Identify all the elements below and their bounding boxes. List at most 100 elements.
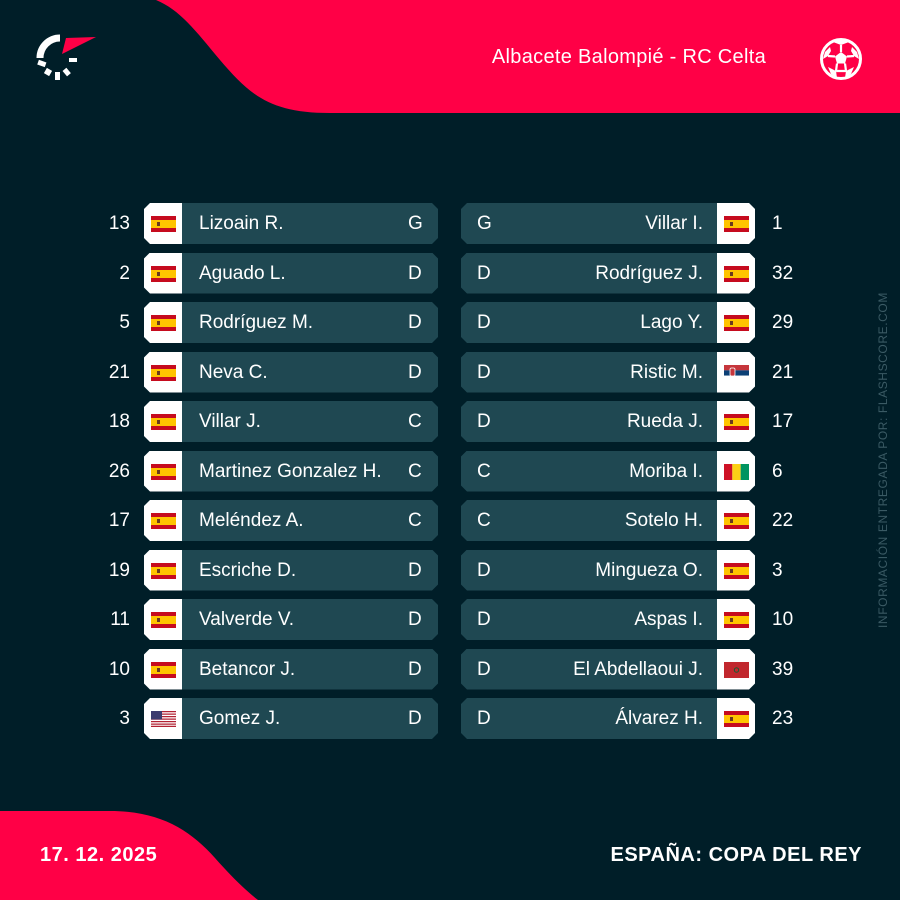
away-player-row[interactable]: D Rodríguez J. 32 xyxy=(461,253,811,294)
player-card xyxy=(461,599,755,640)
competition-name: ESPAÑA: COPA DEL REY xyxy=(610,844,862,866)
flag-box xyxy=(144,451,182,492)
spain-flag-icon xyxy=(724,563,749,579)
away-player-row[interactable]: C Moriba I. 6 xyxy=(461,451,811,492)
shirt-number: 10 xyxy=(772,609,794,630)
player-position: C xyxy=(477,510,491,531)
flag-box xyxy=(144,203,182,244)
player-card xyxy=(461,550,755,591)
away-player-row[interactable]: D Lago Y. 29 xyxy=(461,302,811,343)
player-position: D xyxy=(477,559,491,581)
morocco-flag-icon xyxy=(724,662,749,678)
away-player-row[interactable]: D Rueda J. 17 xyxy=(461,401,811,442)
home-player-row[interactable]: 13 Lizoain R. G xyxy=(90,203,440,244)
shirt-number: 17 xyxy=(108,510,130,531)
guinea-flag-icon xyxy=(724,464,749,480)
player-card xyxy=(461,649,755,690)
player-name: Lago Y. xyxy=(640,312,703,333)
player-name: Meléndez A. xyxy=(199,510,304,531)
spain-flag-icon xyxy=(724,612,749,628)
match-date: 17. 12. 2025 xyxy=(40,844,158,866)
player-position: D xyxy=(477,609,491,630)
flag-box xyxy=(717,698,755,739)
spain-flag-icon xyxy=(151,612,176,628)
spain-flag-icon xyxy=(724,315,749,331)
spain-flag-icon xyxy=(151,414,176,430)
away-player-row[interactable]: D Aspas I. 10 xyxy=(461,599,811,640)
player-card xyxy=(461,698,755,739)
home-player-row[interactable]: 3 Gomez J. D xyxy=(90,698,440,739)
shirt-number: 39 xyxy=(772,658,794,680)
spain-flag-icon xyxy=(151,216,176,232)
spain-flag-icon xyxy=(151,662,176,678)
shirt-number: 6 xyxy=(772,460,783,482)
away-player-row[interactable]: G Villar I. 1 xyxy=(461,203,811,244)
player-position: D xyxy=(477,312,491,333)
shirt-number: 17 xyxy=(772,411,794,432)
shirt-number: 13 xyxy=(108,213,130,234)
home-player-row[interactable]: 5 Rodríguez M. D xyxy=(90,302,440,343)
spain-flag-icon xyxy=(151,464,176,480)
home-player-row[interactable]: 2 Aguado L. D xyxy=(90,253,440,294)
player-name: Aguado L. xyxy=(199,262,286,284)
flag-box xyxy=(717,253,755,294)
home-player-row[interactable]: 18 Villar J. C xyxy=(90,401,440,442)
home-player-row[interactable]: 10 Betancor J. D xyxy=(90,649,440,690)
away-player-row[interactable]: C Sotelo H. 22 xyxy=(461,500,811,541)
shirt-number: 19 xyxy=(108,559,130,581)
spain-flag-icon xyxy=(151,513,176,529)
player-position: G xyxy=(477,213,492,234)
shirt-number: 1 xyxy=(772,213,783,234)
player-position: D xyxy=(477,658,491,680)
player-name: El Abdellaoui J. xyxy=(573,658,703,680)
flag-box xyxy=(144,401,182,442)
shirt-number: 21 xyxy=(108,361,130,383)
player-position: D xyxy=(408,262,422,284)
flag-box xyxy=(144,253,182,294)
shirt-number: 21 xyxy=(772,361,794,383)
flag-box xyxy=(144,302,182,343)
spain-flag-icon xyxy=(151,365,176,381)
away-player-row[interactable]: D Mingueza O. 3 xyxy=(461,550,811,591)
flag-box xyxy=(717,302,755,343)
player-position: D xyxy=(408,361,422,383)
home-player-row[interactable]: 17 Meléndez A. C xyxy=(90,500,440,541)
player-position: C xyxy=(408,510,422,531)
away-player-row[interactable]: D Ristic M. 21 xyxy=(461,352,811,393)
flag-box xyxy=(144,698,182,739)
home-player-row[interactable]: 21 Neva C. D xyxy=(90,352,440,393)
shirt-number: 2 xyxy=(119,262,130,284)
away-player-row[interactable]: D El Abdellaoui J. 39 xyxy=(461,649,811,690)
player-name: Villar I. xyxy=(645,213,703,234)
player-name: Neva C. xyxy=(199,361,268,383)
player-card xyxy=(461,500,755,541)
away-player-row[interactable]: D Álvarez H. 23 xyxy=(461,698,811,739)
player-position: D xyxy=(477,411,491,432)
home-player-row[interactable]: 26 Martinez Gonzalez H. C xyxy=(90,451,440,492)
flag-box xyxy=(144,500,182,541)
home-player-row[interactable]: 11 Valverde V. D xyxy=(90,599,440,640)
shirt-number: 26 xyxy=(108,460,130,482)
player-name: Sotelo H. xyxy=(624,510,703,531)
player-card xyxy=(144,352,438,393)
player-card xyxy=(461,401,755,442)
player-position: D xyxy=(477,361,491,383)
shirt-number: 32 xyxy=(772,262,794,284)
player-name: Rueda J. xyxy=(626,411,703,432)
flag-box xyxy=(717,500,755,541)
spain-flag-icon xyxy=(151,315,176,331)
player-name: Rodríguez J. xyxy=(595,262,703,284)
flag-box xyxy=(717,203,755,244)
player-name: Lizoain R. xyxy=(199,213,284,234)
player-name: Escriche D. xyxy=(199,559,297,581)
spain-flag-icon xyxy=(724,216,749,232)
player-card xyxy=(461,203,755,244)
shirt-number: 10 xyxy=(108,658,130,680)
match-title: Albacete Balompié - RC Celta xyxy=(491,46,766,68)
player-card xyxy=(144,451,438,492)
player-name: Gomez J. xyxy=(199,708,281,729)
player-name: Aspas I. xyxy=(634,609,703,630)
flag-box xyxy=(717,649,755,690)
home-player-row[interactable]: 19 Escriche D. D xyxy=(90,550,440,591)
shirt-number: 18 xyxy=(108,411,130,432)
